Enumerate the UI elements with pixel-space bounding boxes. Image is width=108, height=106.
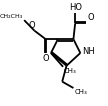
Text: CH₂CH₃: CH₂CH₃: [0, 14, 23, 19]
Text: O: O: [42, 54, 49, 63]
Text: O: O: [29, 21, 35, 30]
Text: CH₃: CH₃: [74, 89, 87, 95]
Text: CH₃: CH₃: [64, 68, 77, 74]
Text: HO: HO: [69, 3, 82, 12]
Text: O: O: [87, 13, 94, 22]
Text: NH: NH: [82, 47, 95, 56]
